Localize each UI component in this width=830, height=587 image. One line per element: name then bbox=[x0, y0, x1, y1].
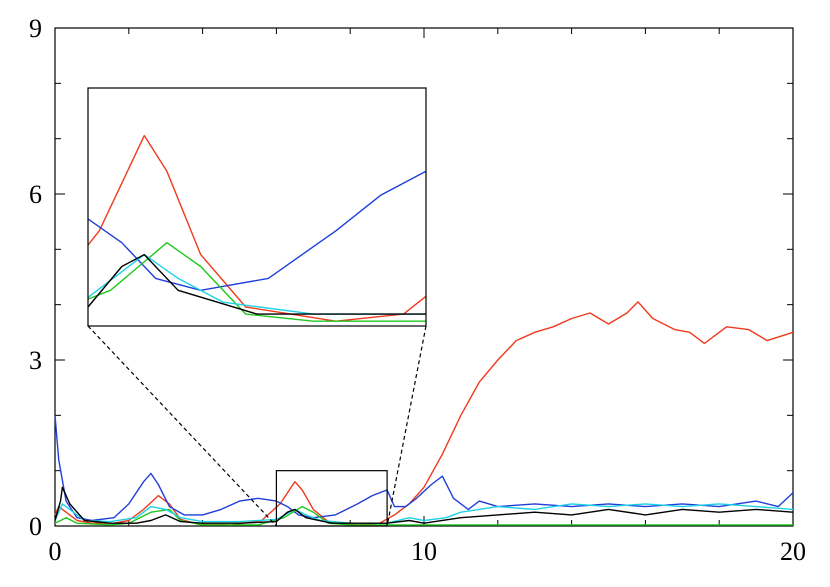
inset-series-line-3 bbox=[87, 241, 426, 322]
y-tick-label: 0 bbox=[29, 512, 42, 541]
zoom-region-box bbox=[275, 470, 388, 527]
series-line-5 bbox=[54, 486, 794, 524]
y-tick-label: 9 bbox=[29, 14, 42, 43]
series-line-1 bbox=[54, 301, 794, 526]
minor-ticks bbox=[54, 27, 794, 527]
series-line-4 bbox=[54, 503, 794, 524]
inset-series-line-2 bbox=[87, 170, 427, 291]
inset-series-layer bbox=[87, 134, 427, 322]
y-tick-label: 6 bbox=[29, 180, 42, 209]
x-tick-label: 20 bbox=[780, 537, 806, 566]
inset-frame bbox=[87, 87, 427, 327]
tick-labels: 0 10 20 0 3 6 9 bbox=[29, 14, 806, 566]
inset-chart bbox=[87, 87, 427, 327]
x-tick-label: 10 bbox=[411, 537, 437, 566]
y-tick-label: 3 bbox=[29, 346, 42, 375]
zoom-connector-right bbox=[386, 325, 427, 527]
inset-series-line-1 bbox=[87, 134, 427, 322]
inset-background bbox=[88, 88, 426, 326]
zoom-connector-left bbox=[87, 325, 277, 527]
series-layer bbox=[54, 301, 794, 526]
inset-series-line-5 bbox=[87, 253, 426, 315]
x-tick-label: 0 bbox=[49, 537, 62, 566]
series-line-2 bbox=[54, 415, 794, 522]
